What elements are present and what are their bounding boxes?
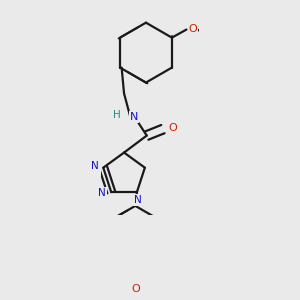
Text: H: H: [113, 110, 121, 119]
Text: O: O: [168, 123, 177, 133]
Text: O: O: [189, 24, 197, 34]
Text: N: N: [91, 161, 99, 171]
Text: N: N: [134, 195, 142, 205]
Text: N: N: [98, 188, 106, 198]
Text: N: N: [130, 112, 138, 122]
Text: O: O: [131, 284, 140, 294]
